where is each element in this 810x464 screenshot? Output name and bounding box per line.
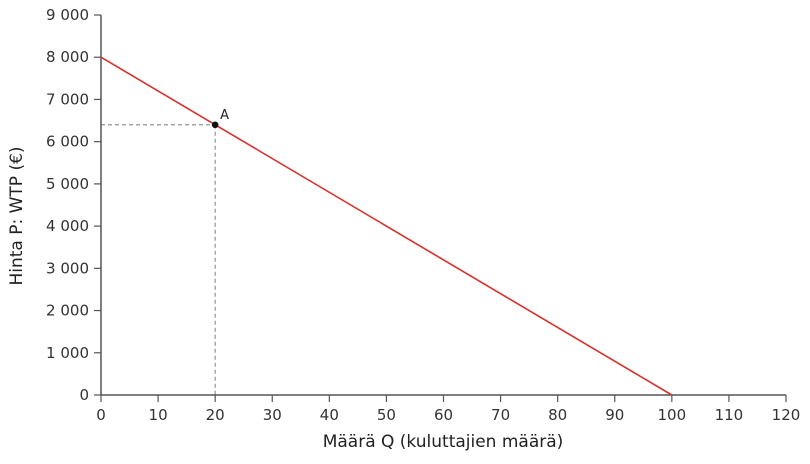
x-tick-label: 100 — [658, 406, 687, 424]
point-marker — [211, 121, 219, 129]
point-a: A — [211, 108, 229, 129]
y-tick-label: 3 000 — [46, 259, 89, 277]
x-tick-label: 0 — [96, 406, 106, 424]
y-tick-label: 7 000 — [46, 90, 89, 108]
x-tick-label: 70 — [491, 406, 510, 424]
x-tick-label: 50 — [377, 406, 396, 424]
x-tick-label: 60 — [434, 406, 453, 424]
x-tick-label: 110 — [715, 406, 744, 424]
x-tick-label: 20 — [206, 406, 225, 424]
y-tick-label: 1 000 — [46, 344, 89, 362]
demand-line — [100, 56, 673, 396]
y-tick-label: 0 — [79, 386, 89, 404]
y-tick-label: 9 000 — [46, 6, 89, 24]
demand-curve — [100, 56, 673, 396]
axes: 0 10 20 30 40 50 60 70 80 90 100 110 120 0 1 000 2 000 3… — [46, 6, 800, 424]
y-axis-title: Hinta P: WTP (€) — [7, 146, 27, 285]
point-a-guides — [101, 124, 216, 395]
x-tick-label: 40 — [320, 406, 339, 424]
y-tick-label: 2 000 — [46, 302, 89, 320]
y-tick-label: 5 000 — [46, 175, 89, 193]
x-tick-label: 10 — [149, 406, 168, 424]
x-tick-label: 80 — [548, 406, 567, 424]
y-tick-label: 8 000 — [46, 48, 89, 66]
x-tick-label: 30 — [263, 406, 282, 424]
x-tick-label: 120 — [772, 406, 801, 424]
y-tick-label: 4 000 — [46, 217, 89, 235]
point-label: A — [220, 108, 229, 123]
x-axis-title: Määrä Q (kuluttajien määrä) — [323, 432, 564, 452]
x-tick-label: 90 — [605, 406, 624, 424]
y-tick-label: 6 000 — [46, 133, 89, 151]
